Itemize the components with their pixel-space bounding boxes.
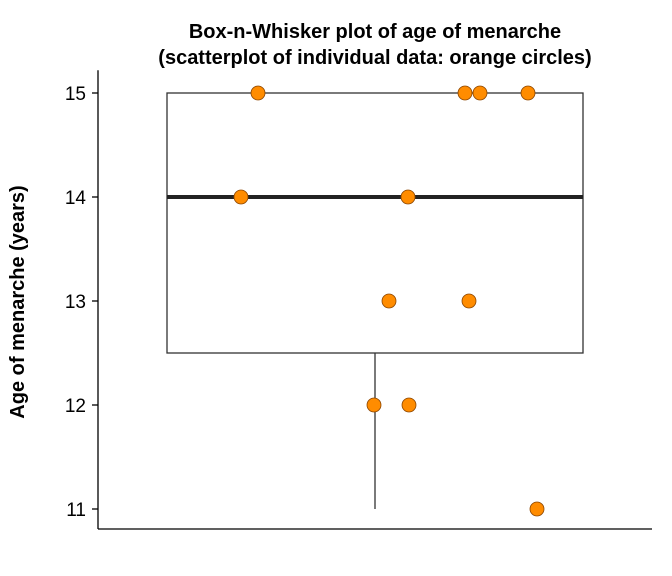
data-point (366, 397, 382, 413)
data-point (472, 85, 488, 101)
data-point (381, 293, 397, 309)
y-tick-label: 13 (65, 292, 86, 313)
data-point (233, 189, 249, 205)
y-axis-label: Age of menarche (years) (7, 185, 29, 418)
data-points (233, 85, 545, 517)
chart-title: Box-n-Whisker plot of age of menarche (s… (158, 21, 591, 69)
y-tick-label: 11 (66, 500, 86, 521)
chart-title-line-2: (scatterplot of individual data: orange … (158, 47, 591, 69)
box-plot (166, 92, 584, 509)
plot-area: 11 12 13 14 15 (65, 70, 652, 530)
data-point (520, 85, 536, 101)
data-point (457, 85, 473, 101)
data-point (401, 397, 417, 413)
y-axis: 11 12 13 14 15 (65, 70, 99, 529)
y-tick-label: 15 (65, 84, 86, 105)
box-iqr (166, 92, 584, 354)
y-tick-label: 12 (65, 396, 86, 417)
data-point (250, 85, 266, 101)
y-tick-label: 14 (65, 188, 87, 209)
data-point (400, 189, 416, 205)
data-point (529, 501, 545, 517)
data-point (461, 293, 477, 309)
chart-title-line-1: Box-n-Whisker plot of age of menarche (189, 21, 561, 43)
